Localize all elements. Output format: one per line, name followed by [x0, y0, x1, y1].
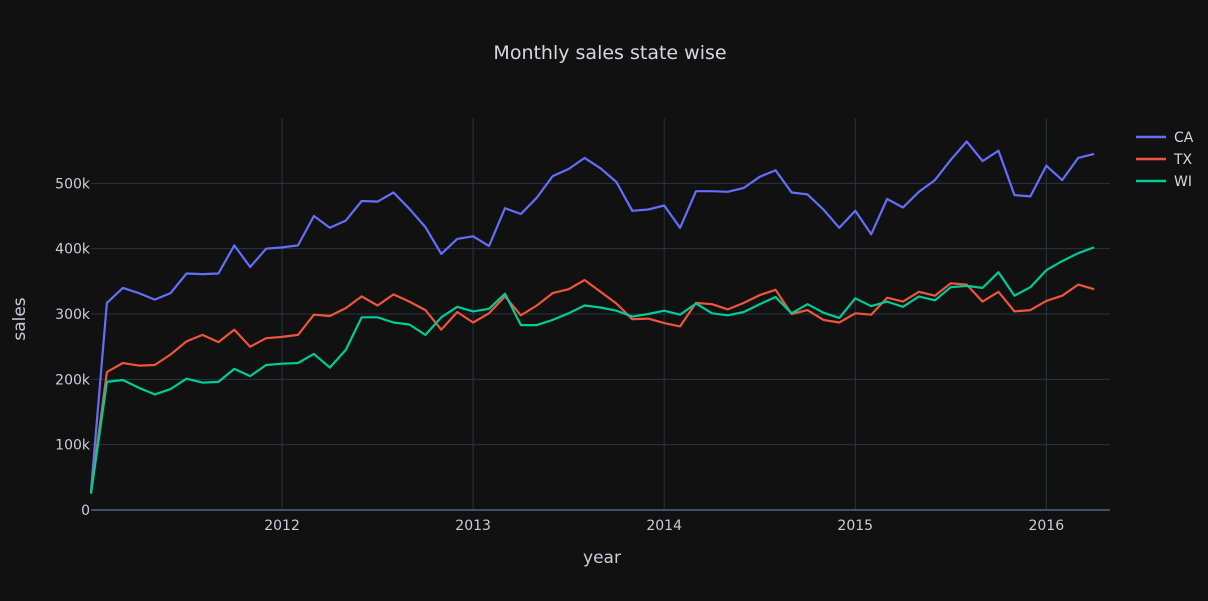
- legend-label: CA: [1174, 130, 1194, 146]
- x-tick-label: 2016: [1028, 518, 1064, 534]
- legend[interactable]: CA TX WI: [1136, 130, 1194, 190]
- series-line-tx: [89, 278, 1095, 492]
- series-line-ca: [89, 140, 1095, 491]
- y-tick-label: 400k: [55, 242, 91, 258]
- grid-layer: [91, 118, 1110, 510]
- legend-item-wi[interactable]: WI: [1136, 174, 1192, 190]
- x-tick-label: 2013: [455, 518, 491, 534]
- y-tick-label: 500k: [55, 176, 91, 192]
- y-axis-title: sales: [10, 297, 30, 340]
- x-tick-label: 2014: [646, 518, 682, 534]
- y-tick-label: 0: [81, 503, 90, 519]
- legend-item-ca[interactable]: CA: [1136, 130, 1194, 146]
- series-layer: [89, 140, 1095, 494]
- series-line-wi: [89, 246, 1095, 494]
- legend-label: WI: [1174, 174, 1192, 190]
- x-tick-label: 2015: [837, 518, 873, 534]
- x-tick-label: 2012: [264, 518, 300, 534]
- axis-layer: 0 100k 200k 300k 400k 500k 2012 2013 2014 2015 201…: [55, 176, 1110, 534]
- chart-title: Monthly sales state wise: [493, 42, 726, 64]
- legend-item-tx[interactable]: TX: [1136, 152, 1193, 168]
- y-tick-label: 300k: [55, 307, 91, 323]
- x-axis-title: year: [583, 548, 621, 568]
- y-tick-label: 200k: [55, 372, 91, 388]
- y-tick-label: 100k: [55, 438, 91, 454]
- legend-label: TX: [1173, 152, 1193, 168]
